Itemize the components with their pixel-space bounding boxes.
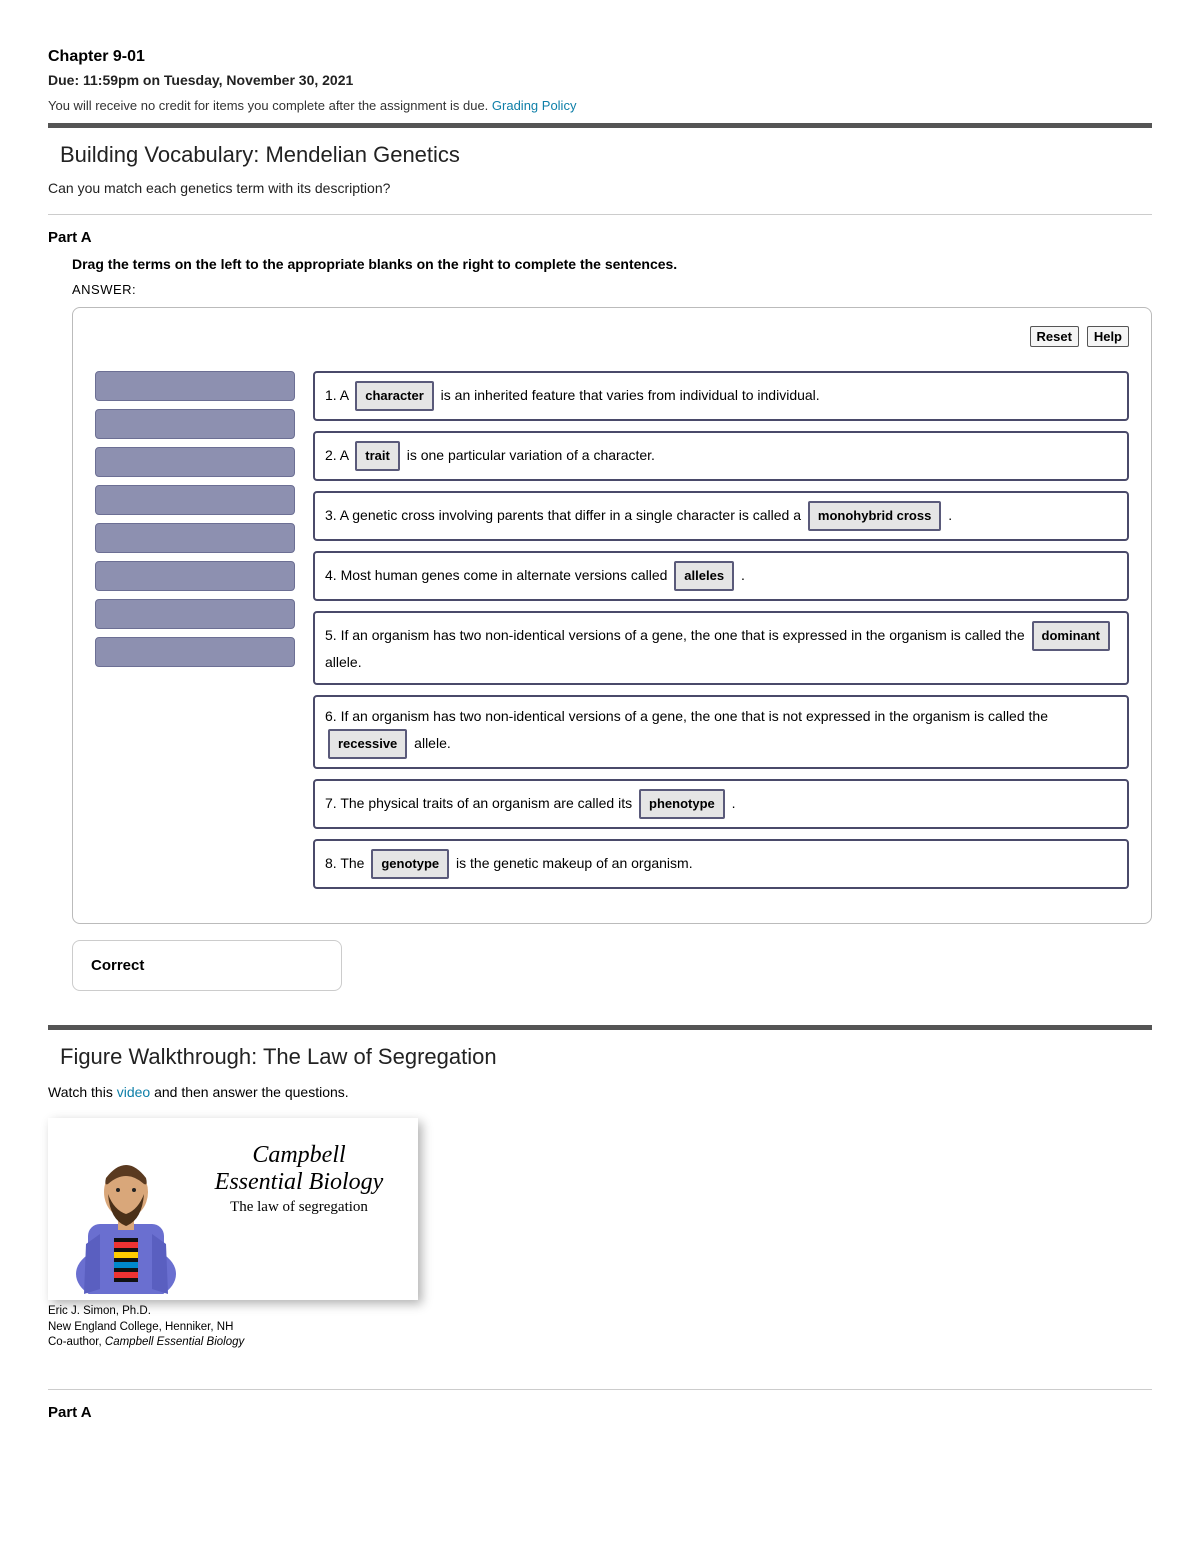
source-slot[interactable]: [95, 523, 295, 553]
presenter-image: [66, 1134, 186, 1294]
divider: [48, 123, 1152, 128]
term-chip[interactable]: alleles: [674, 561, 734, 591]
video-text: Campbell Essential Biology The law of se…: [198, 1134, 400, 1216]
sentence-box: 2. A trait is one particular variation o…: [313, 431, 1129, 481]
watch-prefix: Watch this: [48, 1084, 117, 1100]
part-label: Part A: [48, 229, 1152, 246]
help-button[interactable]: Help: [1087, 326, 1129, 347]
reset-button[interactable]: Reset: [1030, 326, 1079, 347]
source-column: [95, 371, 295, 667]
sentence-box: 3. A genetic cross involving parents tha…: [313, 491, 1129, 541]
sentence-suffix: allele.: [410, 735, 450, 751]
term-chip[interactable]: recessive: [328, 729, 407, 759]
sentence-prefix: 4. Most human genes come in alternate ve…: [325, 567, 671, 583]
feedback-box: Correct: [72, 940, 342, 991]
sentence-box: 1. A character is an inherited feature t…: [313, 371, 1129, 421]
video-title-line2: Essential Biology: [215, 1169, 384, 1195]
sentence-prefix: 3. A genetic cross involving parents tha…: [325, 507, 805, 523]
panel-controls: Reset Help: [95, 326, 1129, 347]
credit-text: You will receive no credit for items you…: [48, 98, 492, 113]
presenter-affiliation: New England College, Henniker, NH: [48, 1320, 1152, 1336]
sentence-prefix: 2. A: [325, 447, 352, 463]
source-slot[interactable]: [95, 599, 295, 629]
video-title-line1: Campbell: [252, 1142, 345, 1168]
sentence-suffix: is an inherited feature that varies from…: [437, 387, 820, 403]
watch-suffix: and then answer the questions.: [150, 1084, 348, 1100]
term-chip[interactable]: phenotype: [639, 789, 725, 819]
video-subtitle: The law of segregation: [198, 1199, 400, 1216]
source-slot[interactable]: [95, 371, 295, 401]
chapter-title: Chapter 9-01: [48, 48, 1152, 66]
section-title: Figure Walkthrough: The Law of Segregati…: [60, 1044, 1152, 1070]
video-link[interactable]: video: [117, 1084, 150, 1100]
part-label: Part A: [48, 1404, 1152, 1421]
sentence-box: 6. If an organism has two non-identical …: [313, 695, 1129, 769]
sentence-suffix: .: [737, 567, 745, 583]
divider: [48, 214, 1152, 215]
source-slot[interactable]: [95, 485, 295, 515]
section-title: Building Vocabulary: Mendelian Genetics: [60, 142, 1152, 168]
sentence-prefix: 7. The physical traits of an organism ar…: [325, 795, 636, 811]
video-book-title: Campbell Essential Biology: [198, 1142, 400, 1195]
sentence-suffix: .: [944, 507, 952, 523]
presenter-name: Eric J. Simon, Ph.D.: [48, 1304, 1152, 1320]
presenter-role: Co-author, Campbell Essential Biology: [48, 1335, 1152, 1351]
sentence-suffix: is the genetic makeup of an organism.: [452, 855, 692, 871]
sentence-prefix: 5. If an organism has two non-identical …: [325, 627, 1029, 643]
video-thumbnail-card[interactable]: Campbell Essential Biology The law of se…: [48, 1118, 418, 1300]
answer-panel: Reset Help 1. A character is an inherite…: [72, 307, 1152, 924]
watch-line: Watch this video and then answer the que…: [48, 1084, 1152, 1100]
sentence-box: 5. If an organism has two non-identical …: [313, 611, 1129, 685]
term-chip[interactable]: dominant: [1032, 621, 1111, 651]
question-lead: Can you match each genetics term with it…: [48, 180, 1152, 196]
presenter-meta: Eric J. Simon, Ph.D. New England College…: [48, 1304, 1152, 1351]
grading-policy-link[interactable]: Grading Policy: [492, 98, 577, 113]
term-chip[interactable]: monohybrid cross: [808, 501, 941, 531]
sentence-box: 4. Most human genes come in alternate ve…: [313, 551, 1129, 601]
presenter-role-prefix: Co-author,: [48, 1336, 105, 1348]
sentence-box: 7. The physical traits of an organism ar…: [313, 779, 1129, 829]
sentence-suffix: is one particular variation of a charact…: [403, 447, 655, 463]
answer-label: ANSWER:: [72, 282, 1152, 297]
sentence-suffix: allele.: [325, 654, 362, 670]
sentence-prefix: 6. If an organism has two non-identical …: [325, 708, 1048, 724]
due-date: Due: 11:59pm on Tuesday, November 30, 20…: [48, 72, 1152, 88]
sentence-prefix: 1. A: [325, 387, 352, 403]
divider: [48, 1025, 1152, 1030]
source-slot[interactable]: [95, 637, 295, 667]
term-chip[interactable]: trait: [355, 441, 400, 471]
target-column: 1. A character is an inherited feature t…: [313, 371, 1129, 889]
term-chip[interactable]: character: [355, 381, 434, 411]
sentence-suffix: .: [728, 795, 736, 811]
term-chip[interactable]: genotype: [371, 849, 449, 879]
sentence-prefix: 8. The: [325, 855, 368, 871]
source-slot[interactable]: [95, 561, 295, 591]
instruction: Drag the terms on the left to the approp…: [72, 256, 1152, 272]
presenter-svg: [66, 1134, 186, 1294]
divider: [48, 1389, 1152, 1390]
sentence-box: 8. The genotype is the genetic makeup of…: [313, 839, 1129, 889]
presenter-role-title: Campbell Essential Biology: [105, 1336, 244, 1348]
source-slot[interactable]: [95, 409, 295, 439]
source-slot[interactable]: [95, 447, 295, 477]
credit-notice: You will receive no credit for items you…: [48, 98, 1152, 113]
drag-area: 1. A character is an inherited feature t…: [95, 371, 1129, 889]
